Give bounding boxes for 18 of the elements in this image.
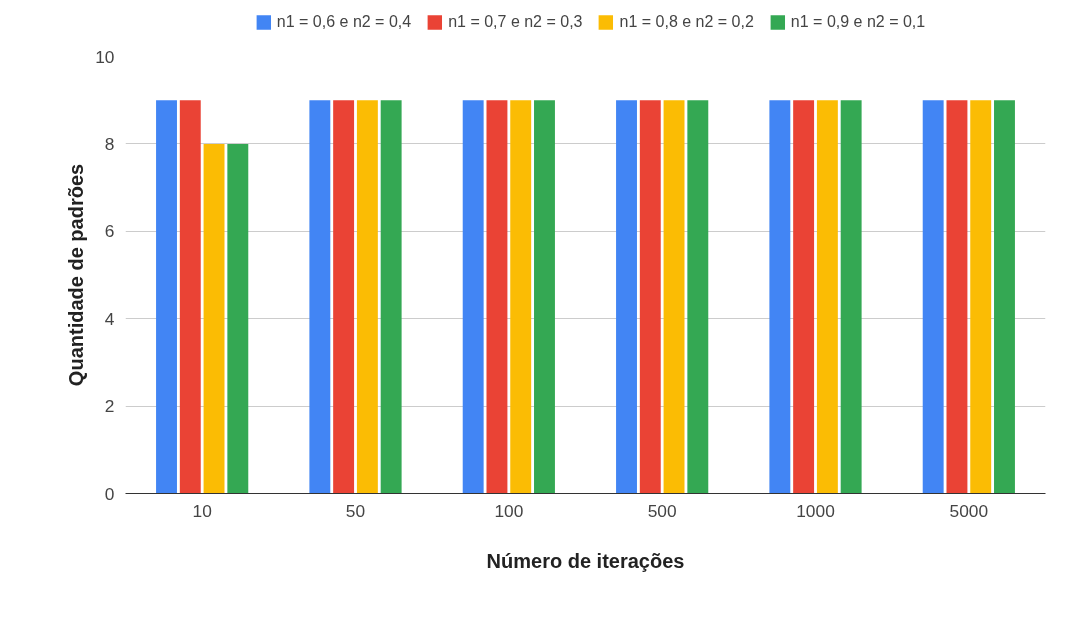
y-tick-label: 0 — [104, 483, 115, 504]
x-axis-title: Número de iterações — [486, 549, 685, 572]
legend-label: n1 = 0,9 e n2 = 0,1 — [790, 13, 926, 31]
x-tick-label: 100 — [494, 500, 524, 521]
y-tick-label: 6 — [104, 221, 115, 242]
y-axis-title: Quantidade de padrões — [65, 163, 88, 387]
legend-label: n1 = 0,8 e n2 = 0,2 — [619, 13, 754, 31]
y-tick-label: 4 — [104, 308, 115, 329]
legend-label: n1 = 0,7 e n2 = 0,3 — [448, 13, 583, 31]
x-tick-label: 10 — [192, 500, 212, 521]
x-tick-label: 50 — [345, 500, 366, 521]
x-tick-label: 5000 — [949, 500, 989, 521]
x-tick-label: 500 — [647, 500, 677, 521]
legend-label: n1 = 0,6 e n2 = 0,4 — [276, 13, 412, 31]
y-tick-label: 2 — [104, 396, 115, 417]
y-tick-label: 8 — [104, 133, 115, 154]
x-tick-label: 1000 — [796, 500, 835, 521]
y-tick-label: 10 — [95, 46, 115, 67]
